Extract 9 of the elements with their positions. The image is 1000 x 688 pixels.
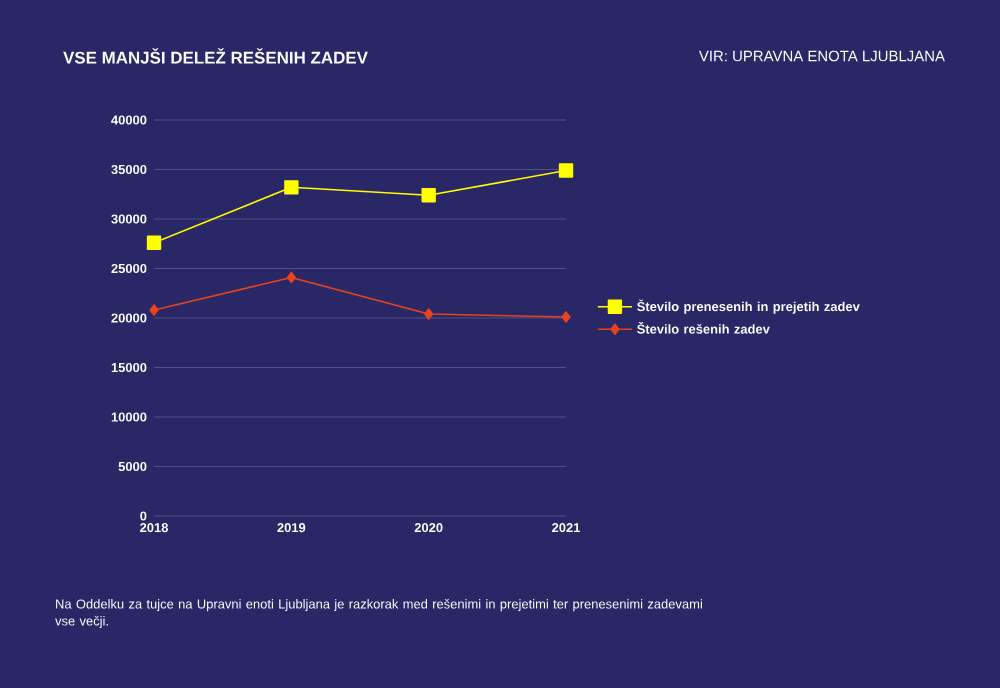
point bbox=[424, 308, 434, 320]
point bbox=[146, 235, 162, 250]
point bbox=[286, 271, 296, 284]
chart-title: VSE MANJŠI DELEŽ REŠENIH ZADEV bbox=[63, 48, 368, 64]
point bbox=[284, 180, 299, 195]
point bbox=[558, 163, 574, 178]
point bbox=[149, 304, 159, 316]
point bbox=[421, 188, 436, 203]
point bbox=[561, 311, 571, 323]
